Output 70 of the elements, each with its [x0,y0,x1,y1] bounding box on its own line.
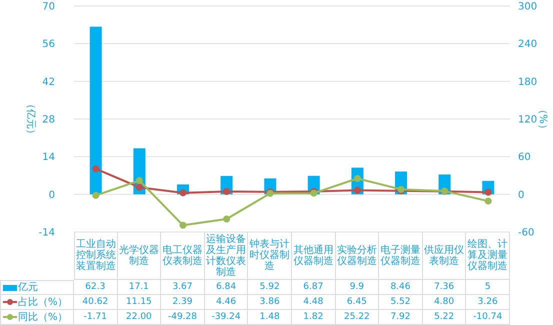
data-label: 3.67 [161,280,205,295]
data-label: 4.48 [292,295,336,310]
data-label: 3.26 [466,295,510,310]
x-tick-label: 其他通用仪器制造 [292,232,336,280]
y2-axis-title: （%） [537,104,548,134]
x-tick-label: 实验分析仪器制造 [336,232,380,280]
data-label: 3.86 [248,295,292,310]
bar [90,26,102,194]
data-label: 4.46 [204,295,248,310]
y-tick-label: 42 [42,76,55,88]
data-label: 40.62 [74,295,118,310]
legend-label: 占比（%） [18,296,68,308]
data-label: 6.84 [204,280,248,295]
data-label: -39.24 [204,310,248,325]
legend-label: 同比（%） [18,312,68,322]
x-tick-label: 钟表与计时仪器制造 [248,232,292,280]
data-label: 7.92 [379,310,423,325]
data-label: 62.3 [74,280,118,295]
y-tick-label: 0 [48,190,55,201]
data-label: 17.1 [118,280,162,295]
point [92,192,100,199]
data-label: 5.22 [422,310,466,325]
y-tick-label: 14 [42,152,55,164]
data-label: 1.82 [292,310,336,325]
y2-tick-label: 60 [518,152,531,164]
y2-tick-label: 0 [518,190,524,201]
data-label: -1.71 [74,310,118,325]
data-label: -49.28 [161,310,205,325]
y-tick-label: 70 [42,2,55,12]
data-label: 6.87 [292,280,336,295]
point [180,222,186,229]
data-label: 5.92 [248,280,292,295]
data-label: 11.15 [118,295,162,310]
x-tick-label: 电子测量仪器制造 [379,232,423,280]
y2-tick-label: 240 [518,39,538,50]
point [484,188,492,196]
x-tick-label: 供应用仪表制造 [422,232,466,280]
data-label: 7.36 [422,280,466,295]
data-label: 22.00 [118,310,162,325]
data-label: -10.74 [466,310,510,325]
y2-tick-label: 120 [518,114,538,126]
data-label: 5 [466,280,510,295]
point [136,184,143,191]
legend-label: 亿元 [18,282,38,293]
data-label: 5.52 [379,295,423,310]
y-tick-label: 28 [42,114,55,126]
data-label: 1.48 [248,310,292,325]
y2-tick-label: -60 [518,228,534,238]
x-tick-label: 运输设备及生产用计数仪表制造 [204,232,248,280]
point [136,177,143,184]
point [484,198,492,205]
y2-tick-label: 180 [518,76,538,88]
data-label: 2.39 [161,295,205,310]
point [354,186,361,194]
x-tick-label: 光学仪器制造 [118,232,162,280]
y-tick-label: -14 [38,228,55,238]
data-label: 6.45 [336,295,380,310]
x-tick-label: 工业自动控制系统装置制造 [74,232,118,280]
y-tick-label: 56 [42,39,55,50]
data-label: 25.22 [336,310,380,325]
x-tick-label: 电工仪器仪表制造 [161,232,205,280]
point [92,165,100,172]
point [223,215,230,222]
x-tick-label: 绘图、计算及测量仪器制造 [466,232,510,280]
data-label: 9.9 [336,280,380,295]
y2-tick-label: 300 [518,2,538,12]
data-label: 8.46 [379,280,423,295]
y-axis-title: （亿元） [25,99,36,139]
data-label: 4.80 [422,295,466,310]
point [223,188,230,196]
